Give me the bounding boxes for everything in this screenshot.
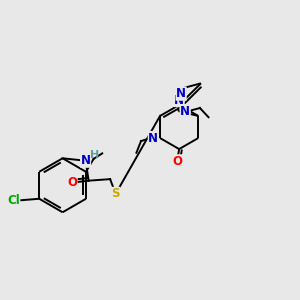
Text: N: N: [176, 87, 186, 100]
Text: N: N: [81, 154, 91, 167]
Text: Cl: Cl: [7, 194, 20, 207]
Text: N: N: [174, 94, 184, 106]
Text: H: H: [90, 150, 99, 160]
Text: O: O: [172, 155, 183, 168]
Text: N: N: [148, 131, 158, 145]
Text: N: N: [180, 105, 190, 118]
Text: S: S: [111, 188, 120, 200]
Text: O: O: [67, 176, 77, 189]
